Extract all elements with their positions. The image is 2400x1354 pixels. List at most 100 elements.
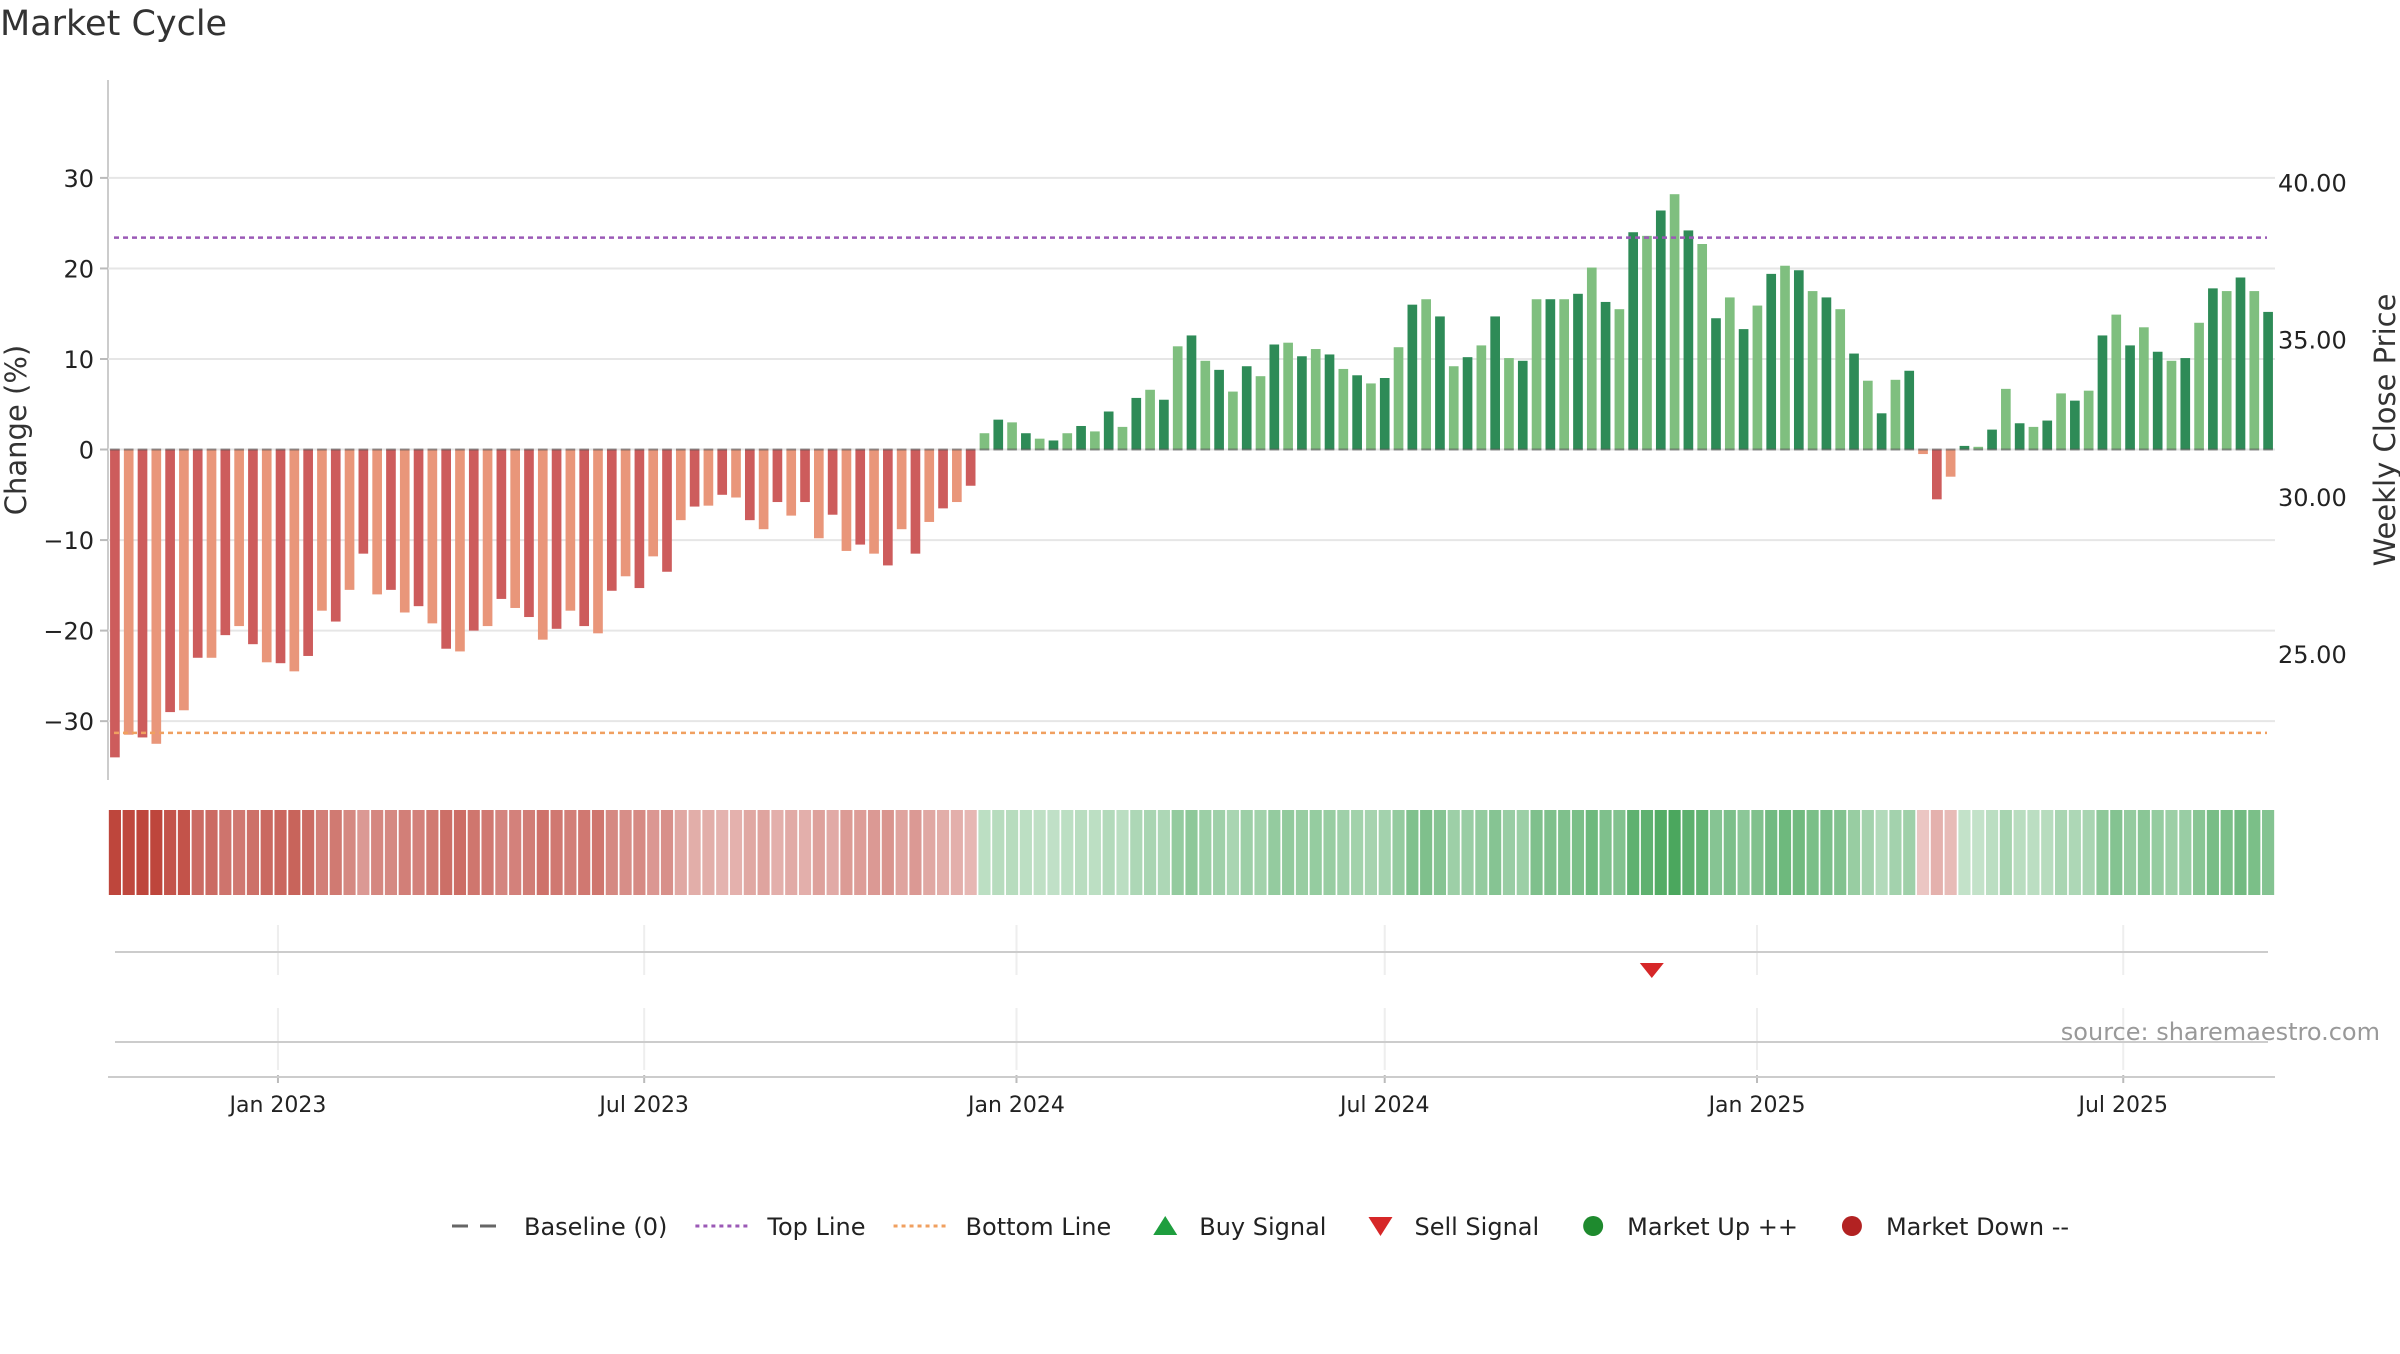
heat-cell-86: [1295, 810, 1308, 895]
bar-132: [1932, 449, 1942, 500]
heat-cell-138: [2013, 810, 2026, 895]
heat-cell-36: [605, 810, 618, 895]
bar-39: [648, 449, 659, 557]
heat-cell-76: [1157, 810, 1170, 895]
heat-cell-142: [2068, 810, 2081, 895]
heat-cell-35: [591, 810, 605, 895]
bar-155: [2249, 291, 2260, 450]
bar-100: [1490, 316, 1500, 450]
heat-cell-53: [840, 810, 853, 895]
bar-70: [1076, 425, 1086, 450]
heat-cell-9: [233, 810, 246, 895]
bar-7: [206, 449, 217, 658]
heat-cell-150: [2179, 810, 2192, 895]
heat-cell-52: [826, 810, 839, 895]
bar-144: [2097, 335, 2108, 450]
heat-cell-26: [467, 810, 480, 895]
heat-cell-60: [936, 810, 950, 895]
heat-cell-82: [1240, 810, 1253, 895]
heat-cell-64: [992, 810, 1005, 895]
bar-106: [1573, 293, 1583, 450]
y-axis-label: Change (%): [0, 345, 33, 515]
bar-2: [137, 449, 148, 738]
heat-cell-17: [343, 810, 356, 895]
bar-54: [855, 449, 866, 545]
bar-16: [330, 449, 341, 622]
bar-41: [675, 449, 686, 521]
bar-127: [1862, 380, 1873, 450]
legend-label: Baseline (0): [524, 1213, 667, 1241]
bar-44: [717, 449, 728, 495]
heat-cell-111: [1640, 810, 1654, 895]
bar-22: [413, 449, 424, 607]
legend-symbol-buy: [1153, 1216, 1178, 1235]
heat-cell-2: [136, 810, 149, 895]
bar-20: [386, 449, 396, 590]
heat-cell-113: [1668, 810, 1681, 895]
heat-cell-42: [688, 810, 701, 895]
heat-cell-128: [1875, 810, 1888, 895]
bar-92: [1379, 378, 1390, 450]
heat-cell-1: [122, 810, 135, 895]
bar-49: [786, 449, 797, 516]
heat-cell-21: [398, 810, 411, 895]
heat-cell-32: [550, 810, 563, 895]
bar-28: [496, 449, 507, 599]
bar-4: [165, 449, 175, 713]
bar-98: [1462, 357, 1473, 450]
heat-cell-71: [1088, 810, 1101, 895]
bar-24: [441, 449, 451, 649]
heat-cell-147: [2137, 810, 2150, 895]
chart-title: Market Cycle: [0, 4, 228, 44]
bar-48: [772, 449, 783, 503]
bar-91: [1366, 383, 1376, 450]
bar-74: [1131, 397, 1142, 450]
heat-cell-18: [357, 810, 370, 895]
bar-103: [1531, 299, 1542, 450]
heat-cell-74: [1130, 810, 1143, 895]
bar-84: [1269, 344, 1280, 450]
sell-signal-marker: [1639, 963, 1664, 978]
heat-cell-65: [1005, 810, 1019, 895]
heat-cell-13: [288, 810, 301, 895]
bar-150: [2180, 358, 2191, 450]
bar-131: [1918, 449, 1928, 455]
bar-0: [110, 449, 120, 758]
heat-cell-75: [1144, 810, 1157, 895]
bar-147: [2139, 327, 2149, 450]
bar-101: [1504, 358, 1514, 450]
heat-cell-23: [426, 810, 439, 895]
heat-cell-77: [1171, 810, 1184, 895]
bar-137: [2001, 388, 2011, 450]
heat-cell-24: [440, 810, 453, 895]
y-tick-label: 20: [63, 255, 94, 283]
heat-cell-112: [1654, 810, 1667, 895]
bar-81: [1228, 391, 1238, 450]
heat-cell-89: [1337, 810, 1350, 895]
heat-cell-149: [2165, 810, 2178, 895]
heat-cell-55: [867, 810, 881, 895]
heat-cell-143: [2082, 810, 2095, 895]
bar-3: [151, 449, 162, 744]
bar-65: [1007, 422, 1017, 450]
heat-cell-43: [702, 810, 715, 895]
x-tick-label: Jan 2023: [228, 1093, 327, 1118]
heat-cell-140: [2041, 810, 2054, 895]
bar-66: [1021, 433, 1031, 450]
x-tick-label: Jul 2023: [597, 1093, 689, 1118]
bar-95: [1421, 299, 1431, 450]
bar-125: [1835, 309, 1846, 450]
bar-154: [2235, 277, 2246, 450]
bar-59: [924, 449, 935, 522]
bar-149: [2166, 360, 2177, 450]
heat-cell-72: [1102, 810, 1115, 895]
bar-45: [731, 449, 741, 498]
bar-124: [1821, 297, 1832, 450]
bar-27: [482, 449, 493, 627]
heat-cell-50: [798, 810, 812, 895]
bar-122: [1793, 270, 1804, 450]
bar-38: [634, 449, 645, 589]
bar-69: [1062, 433, 1073, 450]
heat-cell-145: [2110, 810, 2123, 895]
